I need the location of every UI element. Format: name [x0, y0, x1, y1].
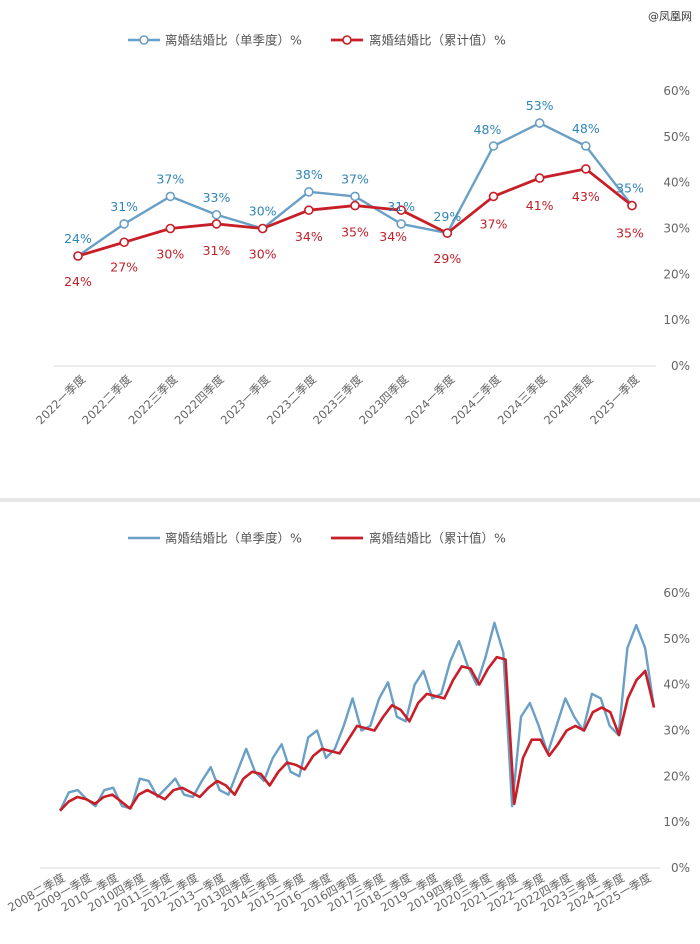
series-line-cumulative [59, 655, 656, 812]
data-label-single: 35% [616, 181, 644, 196]
data-point-cumulative [442, 228, 453, 238]
data-label-cumulative: 31% [203, 243, 231, 258]
data-point-cumulative [534, 173, 545, 183]
data-label-cumulative: 29% [433, 251, 461, 266]
y-tick-label: 50% [663, 130, 690, 144]
data-label-cumulative: 24% [64, 274, 92, 289]
chart-quarterly-2022-2025: 离婚结婚比（单季度）% 离婚结婚比（累计值）% 0% 10% 20% 30% 40% 50% 6… [33, 33, 690, 428]
data-point-cumulative [627, 200, 637, 211]
data-point-cumulative [165, 223, 176, 234]
data-point-cumulative [257, 223, 268, 234]
chart-panel-quarterly: 离婚结婚比（单季度）% 离婚结婚比（累计值）% 0% 10% 20% 30% 40% 50% 6… [33, 32, 690, 428]
y-tick-label: 30% [663, 724, 690, 738]
data-point-single [304, 187, 314, 197]
data-label-single: 48% [572, 121, 600, 136]
y-tick-label: 20% [663, 769, 690, 783]
data-point-cumulative [211, 219, 222, 229]
data-label-single: 53% [526, 98, 554, 113]
data-point-single [534, 118, 545, 128]
legend-marker-cumulative [342, 35, 352, 45]
data-point-single [350, 191, 360, 202]
data-label-cumulative: 37% [480, 216, 508, 231]
y-tick-label: 10% [663, 815, 690, 829]
data-point-cumulative [73, 251, 83, 261]
y-tick-label: 0% [671, 359, 690, 373]
x-tick-label: 2025一季度 [587, 372, 642, 427]
chart-panel-history: 离婚结婚比（单季度）% 离婚结婚比（累计值）% 0% 10% 20% 30% 40% 50% 6… [0, 502, 700, 944]
data-label-single: 30% [249, 204, 277, 219]
y-tick-label: 60% [663, 84, 690, 98]
y-tick-label: 30% [663, 222, 690, 236]
data-point-cumulative [119, 237, 129, 248]
data-label-cumulative: 35% [341, 225, 369, 240]
data-label-single: 48% [474, 122, 502, 137]
data-label-single: 37% [156, 171, 184, 186]
data-label-cumulative: 34% [295, 229, 323, 244]
y-tick-label: 40% [663, 176, 690, 190]
data-point-cumulative [488, 191, 499, 202]
data-point-cumulative [581, 164, 591, 174]
data-point-cumulative [350, 200, 360, 211]
y-tick-label: 40% [663, 678, 690, 692]
panel-separator [0, 498, 700, 502]
data-point-single [165, 191, 176, 202]
y-tick-label: 60% [663, 586, 690, 600]
data-label-cumulative: 35% [616, 226, 644, 241]
y-tick-label: 0% [671, 861, 690, 875]
legend-label-single: 离婚结婚比（单季度）% [165, 33, 302, 48]
legend-marker-single [139, 35, 149, 45]
watermark-text: @凤凰网 [648, 10, 692, 23]
data-point-single [119, 219, 129, 229]
data-label-single: 37% [341, 171, 369, 186]
data-point-single [488, 141, 499, 151]
data-label-single: 31% [110, 199, 138, 214]
legend-label-single: 离婚结婚比（单季度）% [165, 531, 302, 546]
y-tick-label: 10% [663, 313, 690, 327]
y-tick-label: 20% [663, 267, 690, 281]
data-label-single: 24% [64, 231, 92, 246]
data-point-cumulative [304, 205, 314, 215]
chart-history-2008-2025: 离婚结婚比（单季度）% 离婚结婚比（累计值）% 0% 10% 20% 30% 40% 50% 6… [5, 531, 690, 915]
data-point-cumulative [396, 205, 406, 215]
data-label-cumulative: 27% [110, 259, 138, 274]
legend-label-cumulative: 离婚结婚比（累计值）% [369, 33, 506, 48]
data-point-single [396, 219, 406, 229]
data-point-single [211, 209, 222, 220]
data-label-single: 31% [387, 199, 415, 214]
data-label-cumulative: 30% [156, 247, 184, 262]
data-point-single [581, 141, 591, 151]
data-label-single: 33% [203, 190, 231, 205]
data-label-cumulative: 43% [572, 189, 600, 204]
y-tick-label: 50% [663, 632, 690, 646]
data-label-single: 29% [433, 209, 461, 224]
data-label-single: 38% [295, 167, 323, 182]
series-line-single [58, 621, 656, 812]
legend-label-cumulative: 离婚结婚比（累计值）% [369, 531, 506, 546]
data-label-cumulative: 34% [379, 229, 407, 244]
data-label-cumulative: 30% [249, 247, 277, 262]
data-label-cumulative: 41% [526, 198, 554, 213]
